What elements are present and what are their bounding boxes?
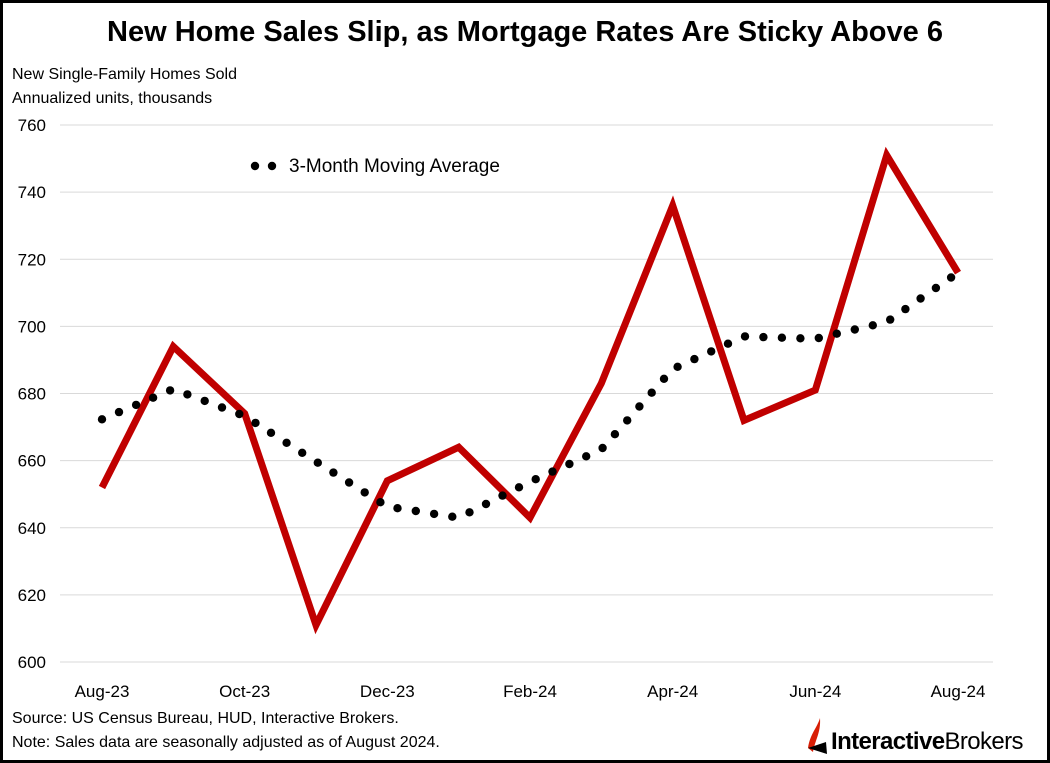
moving-average-dot: [313, 458, 322, 467]
moving-average-dot: [498, 491, 507, 500]
moving-average-dot: [217, 403, 227, 412]
interactive-brokers-logo: InteractiveBrokers: [805, 716, 1045, 760]
x-tick-label: Jun-24: [789, 682, 841, 701]
moving-average-dot: [931, 283, 941, 293]
y-tick-label: 640: [18, 519, 46, 538]
moving-average-dot: [148, 393, 158, 402]
moving-average-dot: [946, 273, 956, 282]
logo-wordmark-regular: Brokers: [944, 728, 1023, 755]
moving-average-dot: [200, 396, 209, 406]
moving-average-dot: [329, 468, 338, 477]
moving-average-dot: [131, 400, 141, 410]
x-tick-label: Feb-24: [503, 682, 557, 701]
y-tick-label: 680: [18, 385, 46, 404]
y-tick-label: 700: [18, 317, 46, 336]
x-tick-label: Oct-23: [219, 682, 270, 701]
moving-average-dot: [165, 386, 175, 395]
legend: 3-Month Moving Average: [250, 156, 500, 177]
moving-average-dot: [114, 407, 124, 417]
x-tick-label: Aug-23: [75, 682, 130, 701]
moving-average-dot: [832, 329, 841, 338]
moving-average-dot: [448, 512, 457, 521]
legend-swatch-dot: [250, 161, 260, 171]
moving-average-dot: [251, 418, 260, 428]
moving-average-dot: [481, 499, 491, 509]
source-note: Source: US Census Bureau, HUD, Interacti…: [12, 710, 399, 727]
moving-average-dot: [647, 388, 656, 397]
y-tick-label: 720: [18, 250, 46, 269]
x-axis-tick-labels: Aug-23 Oct-23 Dec-23 Feb-24 Apr-24 Jun-24 Aug-…: [75, 682, 986, 701]
chart-subtitle-units: Annualized units, thousands: [12, 90, 213, 107]
logo-wordmark: InteractiveBrokers: [831, 728, 1024, 756]
moving-average-dot: [623, 416, 632, 425]
moving-average-dot: [868, 321, 877, 330]
logo-mark-icon: [808, 718, 827, 754]
sales-line: [98, 146, 961, 635]
moving-average-dot: [610, 430, 620, 439]
gridlines: [60, 124, 993, 663]
moving-average-dot: [411, 506, 420, 516]
moving-average-dot: [850, 325, 859, 334]
moving-average-dot: [707, 347, 716, 356]
moving-average-dot: [673, 362, 682, 371]
moving-average-dot: [531, 475, 540, 484]
series-lines: [97, 146, 961, 635]
footnote: Note: Sales data are seasonally adjusted…: [12, 734, 440, 751]
moving-average-dot: [97, 415, 107, 424]
y-axis-tick-labels: 600 620 640 660 680 700 720 740 760: [18, 116, 46, 672]
legend-label: 3-Month Moving Average: [289, 156, 500, 177]
y-tick-label: 600: [18, 653, 46, 672]
moving-average-dot: [465, 508, 474, 517]
logo-wordmark-bold: Interactive: [831, 728, 945, 755]
moving-average-dot: [740, 332, 750, 341]
moving-average-dot: [282, 438, 291, 447]
moving-average-dot: [723, 339, 733, 348]
moving-average-dot: [582, 452, 591, 461]
x-tick-label: Apr-24: [647, 682, 698, 701]
moving-average-dot: [886, 315, 895, 324]
moving-average-dot: [916, 294, 925, 303]
moving-average-dot: [376, 498, 385, 507]
chart-subtitle-measure: New Single-Family Homes Sold: [12, 66, 237, 83]
moving-average-dot: [344, 478, 354, 487]
y-tick-label: 740: [18, 183, 46, 202]
moving-average-dot: [266, 428, 276, 437]
moving-average-dot: [635, 402, 644, 411]
y-tick-label: 660: [18, 452, 46, 471]
moving-average-dot: [548, 467, 557, 476]
x-tick-label: Dec-23: [360, 682, 415, 701]
moving-average-dot: [298, 448, 307, 457]
moving-average-dot: [514, 483, 524, 492]
moving-average-dot: [565, 459, 574, 469]
y-tick-label: 620: [18, 586, 46, 605]
moving-average-dot: [598, 443, 607, 453]
moving-average-dot: [814, 333, 823, 343]
moving-average-dot: [796, 334, 805, 343]
moving-average-dot: [360, 488, 369, 497]
moving-average-dot: [393, 504, 402, 513]
moving-average-dot: [901, 304, 910, 314]
moving-average-dot: [759, 332, 768, 342]
moving-average-dot: [183, 390, 192, 399]
moving-average-dot: [777, 333, 787, 342]
legend-swatch-dot: [267, 161, 277, 171]
chart-title: New Home Sales Slip, as Mortgage Rates A…: [107, 16, 943, 48]
moving-average-dot: [659, 374, 669, 383]
moving-average-dot: [235, 409, 244, 419]
y-tick-label: 760: [18, 116, 46, 135]
moving-average-dot: [429, 509, 439, 519]
moving-average-dot: [690, 354, 699, 364]
x-tick-label: Aug-24: [931, 682, 986, 701]
